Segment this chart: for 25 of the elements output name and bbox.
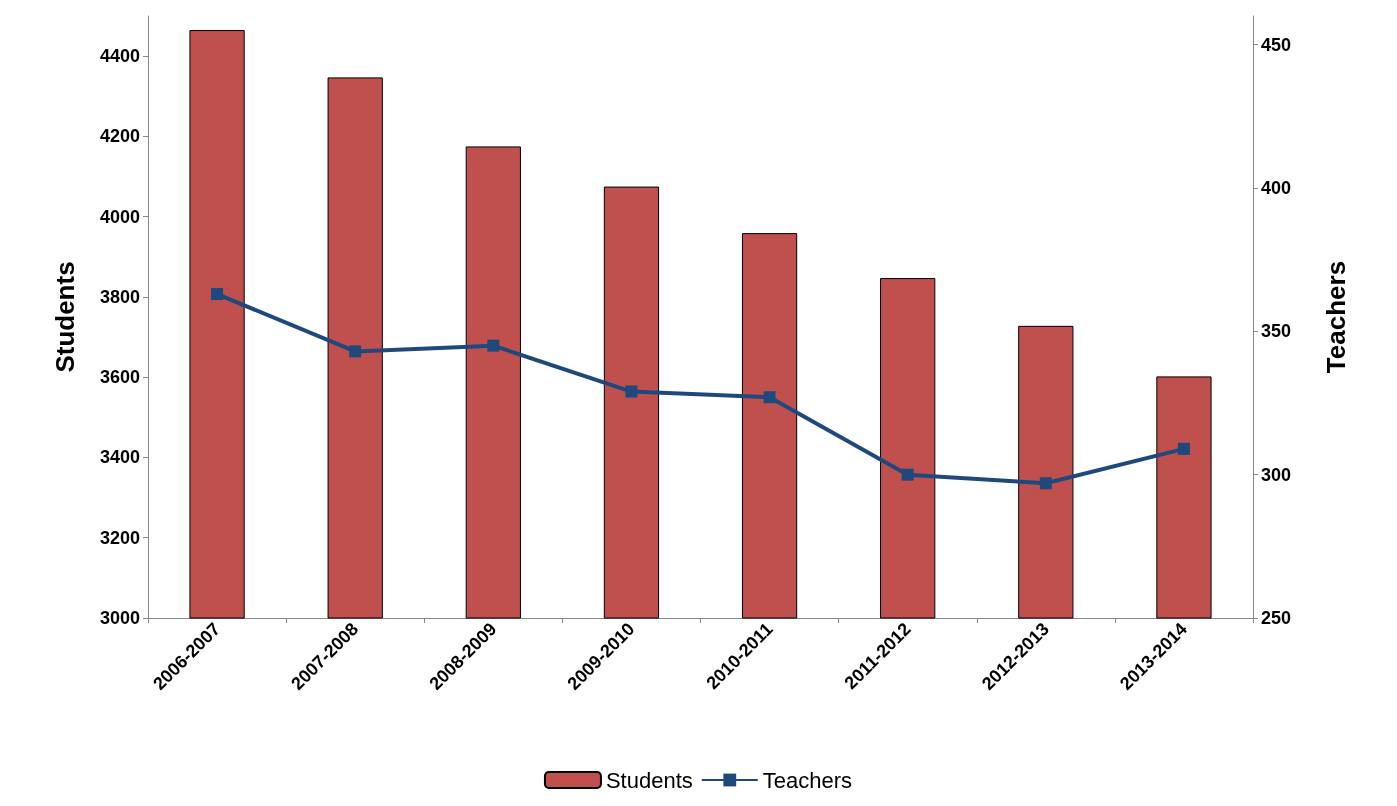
y2-axis-title: Teachers xyxy=(1321,260,1351,374)
point xyxy=(1039,477,1052,490)
point xyxy=(763,391,776,404)
y2-tick-label: 350 xyxy=(1261,321,1292,342)
y-tick-label: 3000 xyxy=(99,608,140,628)
y-tick-label: 4200 xyxy=(99,126,140,147)
y-tick-label: 3400 xyxy=(99,447,140,468)
y2-tick-label: 450 xyxy=(1261,34,1292,55)
point xyxy=(625,385,638,398)
point xyxy=(487,339,500,352)
point xyxy=(211,288,224,301)
legend-label: Students xyxy=(605,767,693,793)
point xyxy=(1177,442,1190,455)
y-tick-label: 4400 xyxy=(99,46,140,67)
legend-label: Teachers xyxy=(762,767,853,793)
y-tick-label: 4000 xyxy=(99,206,140,227)
y2-tick-label: 300 xyxy=(1261,464,1292,485)
point xyxy=(349,345,362,358)
y-tick-label: 3600 xyxy=(99,367,140,388)
point xyxy=(901,468,914,481)
y-tick-label: 3800 xyxy=(99,286,140,307)
y2-tick-label: 250 xyxy=(1261,608,1292,628)
y-axis-title: Students xyxy=(50,261,80,373)
y2-tick-label: 400 xyxy=(1261,178,1292,198)
y-tick-label: 3200 xyxy=(99,527,140,548)
